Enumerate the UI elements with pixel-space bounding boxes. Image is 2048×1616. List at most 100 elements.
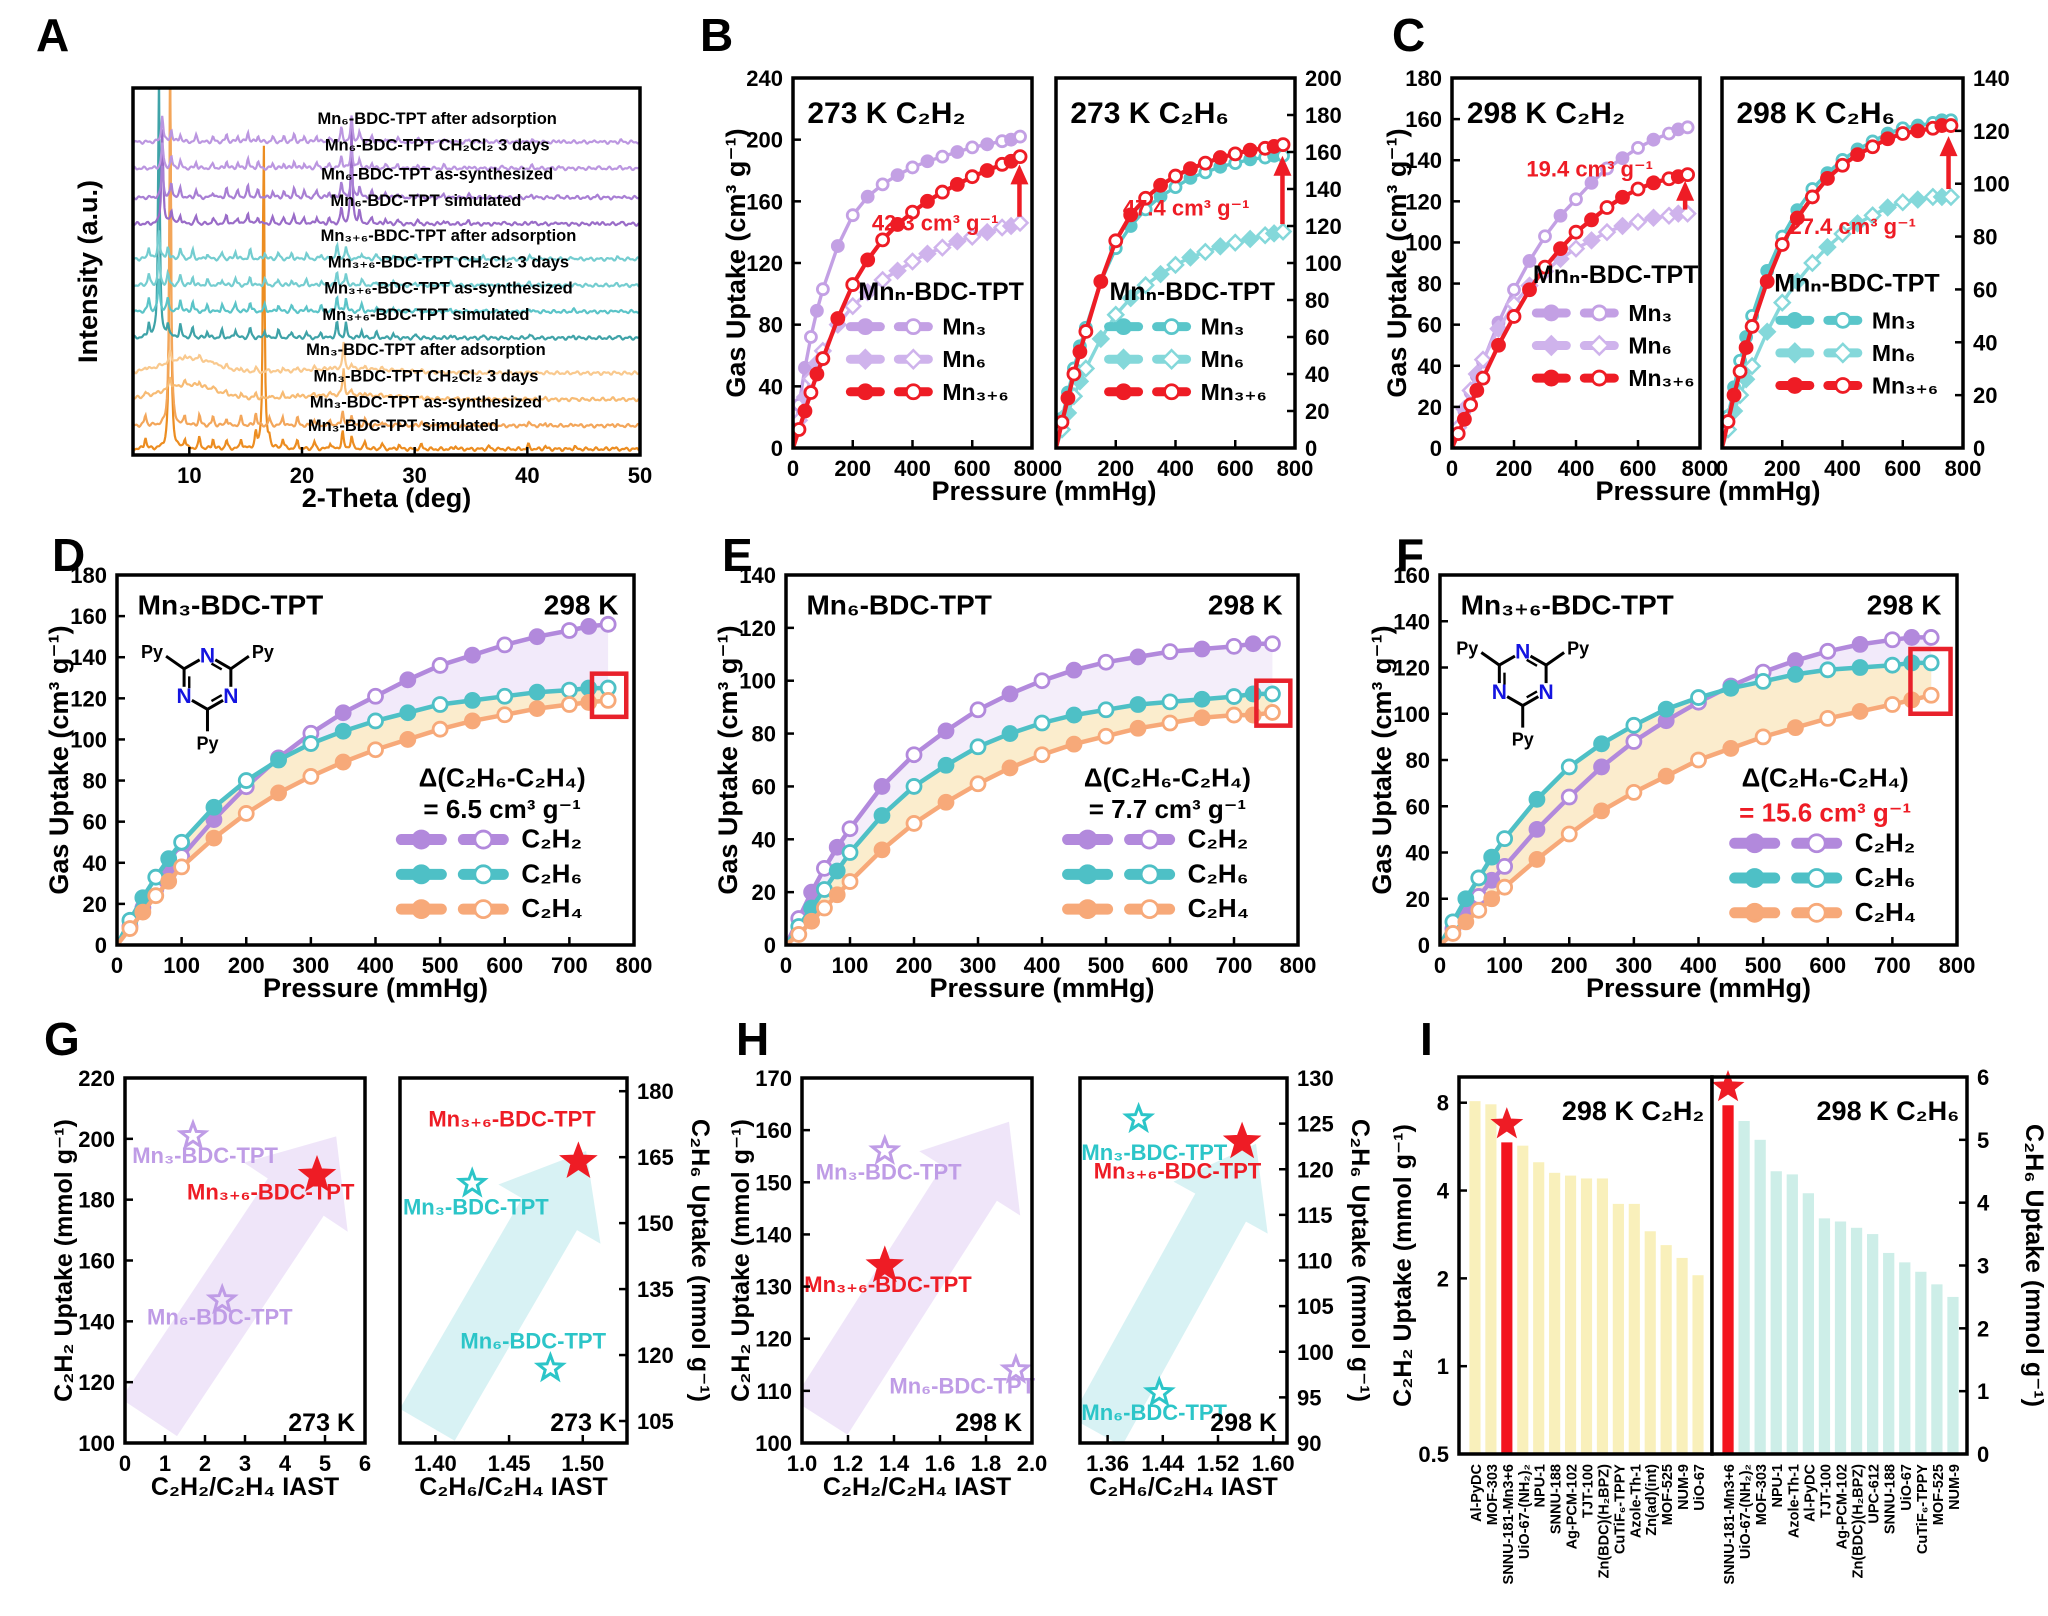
marker-circle (937, 722, 955, 740)
legend-label: Mn₆ (1201, 346, 1245, 372)
bar-SNNU-188 (1883, 1252, 1895, 1454)
x-tick-label: 200 (1496, 456, 1533, 481)
marker-circle (1453, 426, 1466, 442)
x-axis-label: C₂H₂/C₂H₄ IAST (151, 1473, 339, 1501)
marker-circle (1065, 706, 1083, 724)
x-tick-label: 800 (1682, 456, 1719, 481)
marker-circle (1183, 161, 1198, 177)
point-label: Mn₆-BDC-TPT (460, 1328, 606, 1353)
x-axis-label: C₂H₆/C₂H₄ IAST (1089, 1473, 1278, 1501)
marker-circle (1496, 878, 1514, 896)
y-tick-label: 60 (752, 774, 776, 799)
star-marker (455, 1166, 489, 1198)
marker-circle (1922, 629, 1940, 646)
y-tick-label: 200 (1305, 66, 1342, 91)
bar-label: TJT-100 (1581, 1464, 1597, 1518)
marker-circle (905, 746, 923, 764)
marker-diamond (1588, 334, 1611, 357)
bar-NUM-9 (1947, 1296, 1959, 1454)
x-axis-label: Pressure (mmHg) (929, 973, 1154, 1003)
marker-circle (205, 798, 223, 816)
marker-diamond (1803, 253, 1822, 273)
x-tick-label: 300 (960, 953, 997, 978)
x-tick-label: 5 (319, 1451, 331, 1476)
legend-label: C₂H₂ (521, 824, 582, 854)
bar-CuTiF₆-TPPY (1612, 1203, 1624, 1454)
bar-Zn(BDC)(H₂BPZ) (1596, 1178, 1609, 1454)
temperature-label: 273 K (550, 1409, 617, 1437)
star-marker (865, 1245, 905, 1283)
xrd-trace (134, 142, 639, 172)
legend: Mn₃ Mn₆ Mn₃₊₆ (845, 314, 1009, 405)
marker-circle (173, 833, 191, 851)
marker-circle (1522, 254, 1537, 268)
marker-diamond (962, 227, 982, 247)
bar-NUM-9 (1676, 1257, 1688, 1454)
marker-circle (367, 712, 384, 730)
bar-label: Zn(BDC)(H₂BPZ) (1851, 1464, 1867, 1579)
panel-b1: Mn₃ Mn₆ Mn₃₊₆ 273 K C₂H₂ Mnₙ-BDC-TPT 42.3 cm³… (721, 66, 1157, 506)
marker-circle (845, 277, 861, 292)
legend: Mn₃ Mn₆ Mn₃₊₆ (1104, 314, 1267, 405)
star-marker (205, 1282, 239, 1315)
y-tick-label: 100 (70, 727, 107, 752)
annotation: Mnₙ-BDC-TPT (858, 278, 1024, 306)
marker-circle (1507, 282, 1521, 297)
marker-circle (367, 687, 384, 705)
y-axis-label: C₂H₆ Uptake (mmol g⁻¹) (1346, 1119, 1374, 1402)
marker-diamond (1091, 329, 1111, 349)
marker-diamond (1181, 248, 1200, 267)
y-tick-label: 120 (1405, 189, 1442, 214)
marker-circle (1115, 318, 1132, 336)
marker-diamond (977, 222, 997, 242)
marker-circle (1786, 377, 1804, 394)
marker-circle (1625, 716, 1643, 734)
marker-circle (860, 252, 876, 268)
marker-circle (1264, 635, 1281, 653)
marker-diamond (1273, 222, 1293, 241)
marker-circle (367, 741, 384, 759)
x-tick-label: 4 (279, 1451, 292, 1476)
y-tick-label: 80 (1973, 225, 1997, 250)
x-tick-label: 1.44 (1141, 1451, 1185, 1476)
y-tick-label: 140 (1973, 66, 2010, 91)
marker-circle (1883, 656, 1901, 674)
xrd-trace-label: Mn₃₊₆-BDC-TPT simulated (322, 306, 529, 324)
marker-diamond (918, 244, 937, 264)
x-tick-label: 400 (1157, 456, 1194, 481)
nitrogen-label: N (223, 685, 238, 708)
marker-circle (1033, 672, 1051, 690)
bar-label: MOF-303 (1754, 1464, 1770, 1525)
marker-circle (399, 704, 417, 722)
xrd-trace-label: Mn₃-BDC-TPT after adsorption (306, 341, 546, 359)
x-tick-label: 1.36 (1086, 1451, 1129, 1476)
y-tick-label: 40 (1973, 330, 1997, 355)
y-axis-label: Gas Uptake (cm³ g⁻¹) (713, 625, 743, 894)
marker-circle (1161, 643, 1179, 661)
marker-circle (1819, 709, 1837, 727)
marker-circle (860, 189, 875, 204)
y-tick-label: 160 (1405, 107, 1442, 132)
point-label: Mn₃-BDC-TPT (403, 1194, 549, 1219)
x-tick-label: 400 (894, 456, 931, 481)
marker-circle (1457, 913, 1475, 931)
marker-circle (1496, 857, 1514, 875)
marker-circle (1910, 123, 1926, 139)
marker-circle (1496, 830, 1514, 848)
point-label: Mn₃-BDC-TPT (1081, 1140, 1227, 1165)
marker-circle (1457, 411, 1472, 427)
annotation: Mnₙ-BDC-TPT (1109, 278, 1275, 306)
marker-circle (1193, 709, 1211, 727)
legend-label: C₂H₆ (1855, 862, 1916, 892)
x-tick-label: 100 (832, 953, 869, 978)
legend-label: Mn₃₊₆ (1201, 379, 1267, 405)
y-tick-label: 0 (1977, 1442, 1989, 1467)
marker-circle (1690, 751, 1707, 769)
marker-circle (1820, 171, 1835, 186)
x-tick-label: 400 (357, 953, 394, 978)
x-tick-label: 0 (1716, 456, 1728, 481)
marker-circle (1834, 377, 1852, 394)
y-tick-label: 2 (1977, 1316, 1989, 1341)
